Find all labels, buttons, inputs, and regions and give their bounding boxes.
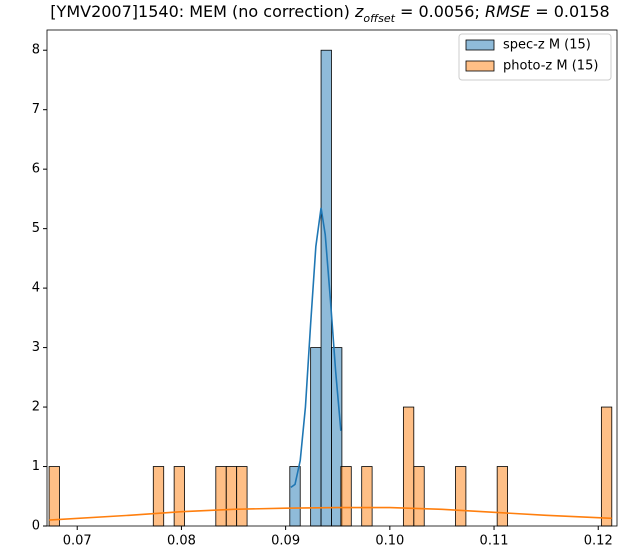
legend-label: spec-z M (15)	[503, 38, 591, 53]
x-tick-label: 0.07	[63, 534, 92, 549]
y-tick-label: 6	[32, 162, 40, 177]
y-tick-label: 3	[32, 340, 40, 355]
y-tick-label: 4	[32, 281, 40, 296]
histogram-bar	[310, 347, 322, 527]
title-part: RMSE	[485, 2, 531, 21]
histogram-bar	[340, 466, 352, 527]
title-part: = 0.0056;	[395, 2, 485, 21]
x-tick-label: 0.11	[480, 534, 509, 549]
y-tick-label: 2	[32, 400, 40, 415]
histogram-bar	[361, 466, 373, 527]
kde-line	[49, 506, 612, 521]
title-part: = 0.0158	[530, 2, 610, 21]
y-tick-label: 5	[32, 221, 40, 236]
histogram-bar	[236, 466, 248, 527]
x-tick-label: 0.10	[375, 534, 404, 549]
histogram-bar	[600, 406, 613, 527]
histogram-bar	[455, 466, 467, 527]
chart-title: [YMV2007]1540: MEM (no correction) zoffs…	[50, 2, 609, 25]
x-tick-label: 0.08	[167, 534, 196, 549]
histogram-bar	[48, 466, 60, 527]
y-tick-label: 0	[32, 519, 40, 534]
legend-swatch	[465, 39, 495, 51]
y-tick-label: 1	[32, 459, 40, 474]
histogram-bar	[413, 466, 425, 527]
histogram-bar	[173, 466, 185, 527]
y-tick-label: 8	[32, 43, 40, 58]
plot-frame	[46, 29, 618, 527]
histogram-bar	[289, 466, 301, 527]
title-part: offset	[363, 12, 395, 25]
histogram-bar	[496, 466, 508, 527]
y-tick-label: 7	[32, 102, 40, 117]
histogram-bar	[215, 466, 227, 527]
title-part: z	[354, 2, 364, 21]
title-part: [YMV2007]1540: MEM (no correction)	[50, 2, 355, 21]
histogram-bar	[152, 466, 165, 527]
legend-swatch	[465, 60, 495, 72]
legend-label: photo-z M (15)	[503, 59, 598, 74]
kde-line	[290, 207, 342, 488]
histogram-bar	[225, 466, 238, 527]
legend-box	[458, 33, 612, 81]
x-tick-label: 0.09	[271, 534, 300, 549]
x-tick-label: 0.12	[584, 534, 613, 549]
